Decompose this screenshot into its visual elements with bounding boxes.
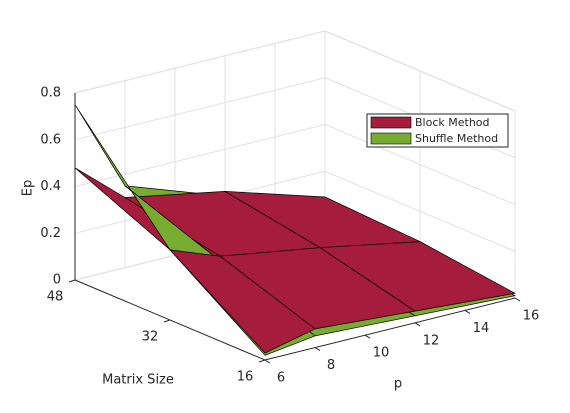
legend-swatch [370, 116, 412, 129]
tick-mark [414, 322, 421, 327]
z-tick-label: 0.6 [40, 132, 61, 147]
z-tick-label: 0 [53, 273, 61, 288]
z-tick-label: 0.2 [40, 226, 61, 241]
x-tick-label: 10 [373, 346, 390, 361]
z-tick-label: 0.4 [40, 179, 61, 194]
tick-mark [364, 334, 371, 339]
surface-patch [169, 249, 316, 354]
legend-label: Shuffle Method [415, 132, 498, 145]
x-tick-label: 16 [523, 309, 540, 324]
tick-mark [163, 319, 171, 323]
x-tick-label: 8 [327, 358, 335, 373]
x-tick-label: 12 [423, 333, 440, 348]
tick-mark [514, 297, 521, 302]
y-tick-label: 48 [47, 290, 64, 305]
tick-mark [264, 359, 271, 364]
tick-mark [258, 359, 266, 363]
tick-mark [464, 309, 471, 314]
z-tick-label: 0.8 [40, 86, 61, 101]
y-axis-label: Matrix Size [102, 373, 174, 388]
tick-mark [68, 279, 76, 283]
y-tick-label: 32 [142, 330, 159, 345]
y-tick-label: 16 [237, 370, 254, 385]
legend-label: Block Method [415, 116, 490, 129]
tick-mark [314, 347, 321, 352]
z-axis-label: Ep [21, 180, 36, 196]
grid-line [74, 30, 516, 112]
x-tick-label: 6 [277, 371, 285, 386]
axis-line [74, 279, 516, 361]
legend-swatch [370, 132, 412, 145]
x-axis-label: p [394, 377, 402, 392]
x-tick-label: 14 [473, 321, 490, 336]
